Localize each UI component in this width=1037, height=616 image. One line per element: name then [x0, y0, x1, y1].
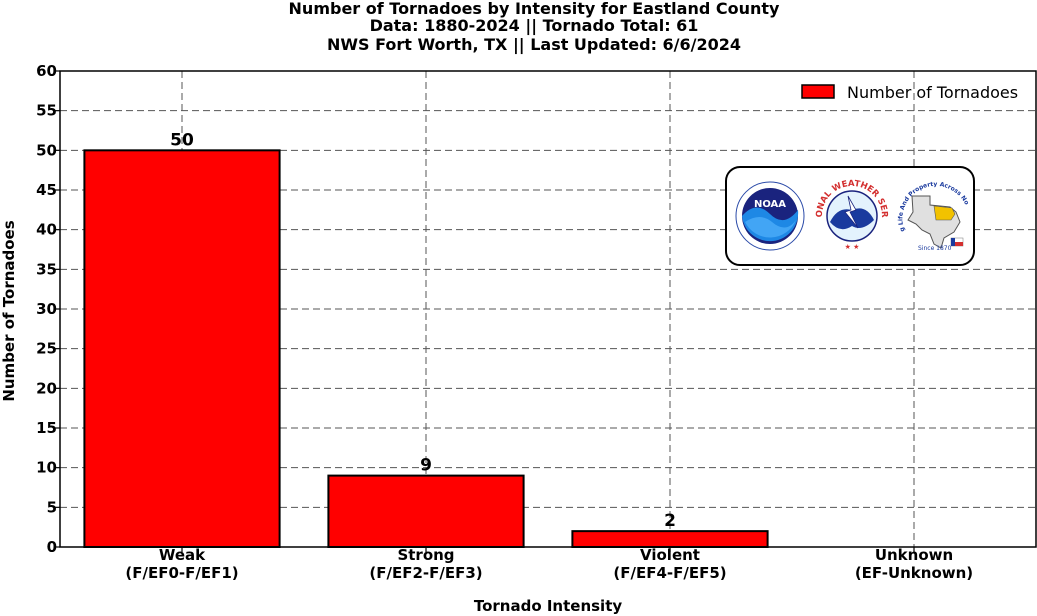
- y-tick-label: 25: [36, 340, 57, 358]
- axis-ticks: 0 5 10 15 20 25 30 35 40 45 50 55 60 Weak(F/EF0-F/EF1…: [36, 62, 973, 582]
- bar-value-label: 9: [420, 456, 432, 476]
- noaa-logo-text: NOAA: [754, 199, 786, 210]
- svg-text:★ ★: ★ ★: [845, 243, 860, 251]
- y-tick-label: 35: [36, 260, 57, 278]
- bar-value-label: 50: [170, 130, 194, 150]
- y-tick-label: 45: [36, 181, 57, 199]
- x-tick-label: Weak: [159, 546, 206, 564]
- x-tick-label: Unknown: [875, 546, 953, 564]
- chart-title-line-2: Data: 1880-2024 || Tornado Total: 61: [369, 16, 699, 35]
- bar-weak: [83, 149, 281, 548]
- legend-label: Number of Tornadoes: [847, 83, 1018, 102]
- x-tick-label: Strong: [397, 546, 454, 564]
- y-tick-label: 15: [36, 419, 57, 437]
- y-tick-label: 60: [36, 62, 57, 80]
- y-tick-label: 10: [36, 459, 57, 477]
- x-tick-label: (EF-Unknown): [855, 564, 973, 582]
- x-tick-label: Violent: [640, 546, 700, 564]
- noaa-logo-icon: NOAA: [735, 181, 805, 251]
- chart-title-line-3: NWS Fort Worth, TX || Last Updated: 6/6/…: [326, 35, 742, 54]
- y-tick-label: 0: [47, 538, 57, 556]
- y-tick-label: 30: [36, 300, 57, 318]
- bars: 50 9 2: [83, 130, 769, 549]
- bar-strong: [327, 474, 525, 549]
- x-axis-title: Tornado Intensity: [474, 597, 623, 615]
- chart-title-line-1: Number of Tornadoes by Intensity for Eas…: [288, 0, 780, 18]
- y-tick-label: 55: [36, 102, 57, 120]
- x-tick-label: (F/EF4-F/EF5): [613, 564, 726, 582]
- legend-swatch: [801, 84, 835, 99]
- legend: Number of Tornadoes: [801, 83, 1018, 102]
- x-tick-label: (F/EF0-F/EF1): [125, 564, 238, 582]
- y-tick-label: 40: [36, 221, 57, 239]
- fort-worth-since-text: Since 1870: [918, 245, 952, 252]
- y-axis-title: Number of Tornadoes: [0, 220, 18, 401]
- y-tick-label: 50: [36, 141, 57, 159]
- bar-violent: [571, 530, 769, 549]
- y-tick-label: 20: [36, 379, 57, 397]
- x-tick-label: (F/EF2-F/EF3): [369, 564, 482, 582]
- bar-value-label: 2: [664, 511, 676, 531]
- y-tick-label: 5: [47, 498, 57, 516]
